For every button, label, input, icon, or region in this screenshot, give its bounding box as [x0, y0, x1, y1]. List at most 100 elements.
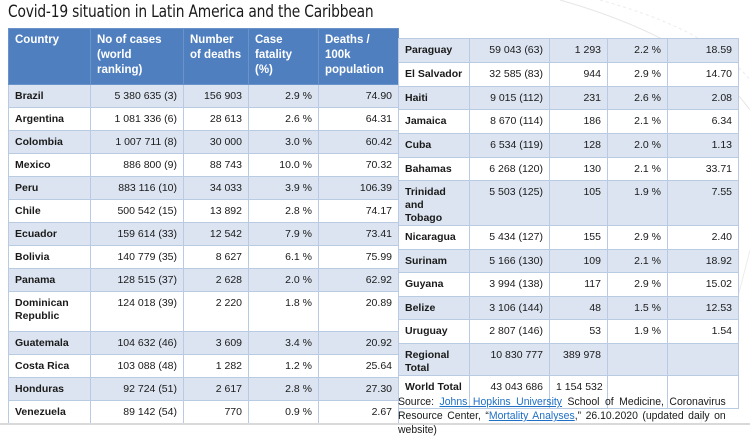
per100k-cell: 27.30	[318, 377, 399, 401]
fatality-cell: 2.9 %	[607, 62, 668, 87]
table-row: Brazil 5 380 635 (3) 156 903 2.9 % 74.90	[8, 84, 399, 108]
covid-table-left: Country No of cases (world ranking) Numb…	[8, 28, 399, 424]
cases-cell: 3 106 (144)	[469, 296, 550, 320]
deaths-cell: 12 542	[183, 222, 249, 246]
deaths-cell: 2 220	[183, 291, 249, 332]
deaths-cell: 231	[549, 86, 608, 110]
country-cell: Chile	[8, 199, 91, 223]
table-row: Bolivia 140 779 (35) 8 627 6.1 % 75.99	[8, 245, 399, 269]
johns-hopkins-link[interactable]: Johns Hopkins University	[439, 396, 563, 408]
table-row: Venezuela 89 142 (54) 770 0.9 % 2.67	[8, 400, 399, 424]
per100k-cell: 14.70	[667, 62, 739, 87]
fatality-cell: 2.1 %	[607, 157, 668, 181]
covid-table-right: Paraguay 59 043 (63) 1 293 2.2 % 18.59 El Sal…	[398, 38, 739, 409]
deaths-cell: 389 978	[549, 343, 608, 376]
per100k-cell	[667, 375, 739, 409]
mortality-analyses-link[interactable]: Mortality Analyses	[488, 410, 575, 422]
cases-cell: 500 542 (15)	[90, 199, 184, 223]
table-row: Colombia 1 007 711 (8) 30 000 3.0 % 60.42	[8, 130, 399, 154]
country-cell: Venezuela	[8, 400, 91, 424]
fatality-cell: 2.8 %	[248, 377, 319, 401]
per100k-cell: 20.89	[318, 291, 399, 332]
table-row: Mexico 886 800 (9) 88 743 10.0 % 70.32	[8, 153, 399, 177]
deaths-cell: 1 282	[183, 354, 249, 378]
cases-cell: 9 015 (112)	[469, 86, 550, 110]
cases-cell: 6 268 (120)	[469, 157, 550, 181]
fatality-cell: 2.1 %	[607, 109, 668, 134]
table-row: Trinidad and Tobago 5 503 (125) 105 1.9 % 7.…	[398, 180, 739, 226]
table-row: Jamaica 8 670 (114) 186 2.1 % 6.34	[398, 109, 739, 134]
per100k-cell: 74.90	[318, 84, 399, 108]
fatality-cell: 2.0 %	[607, 133, 668, 158]
fatality-cell: 10.0 %	[248, 153, 319, 177]
cases-cell: 2 807 (146)	[469, 319, 550, 344]
country-cell: Guatemala	[8, 331, 91, 355]
deaths-cell: 88 743	[183, 153, 249, 177]
per100k-cell: 7.55	[667, 180, 739, 226]
fatality-cell: 2.6 %	[248, 107, 319, 131]
cases-cell: 6 534 (119)	[469, 133, 550, 158]
per100k-cell: 18.59	[667, 38, 739, 63]
cases-cell: 5 166 (130)	[469, 249, 550, 273]
fatality-cell: 1.9 %	[607, 319, 668, 344]
per100k-cell: 60.42	[318, 130, 399, 154]
country-cell: El Salvador	[398, 62, 470, 87]
fatality-cell	[607, 375, 668, 409]
cases-cell: 1 007 711 (8)	[90, 130, 184, 154]
fatality-cell: 2.2 %	[607, 38, 668, 63]
per100k-cell	[667, 343, 739, 376]
deaths-cell: 53	[549, 319, 608, 344]
source-middle: School of Medicine, Coronavirus Resource…	[398, 396, 726, 422]
fatality-cell	[607, 343, 668, 376]
deaths-cell: 28 613	[183, 107, 249, 131]
bottom-divider	[0, 423, 750, 425]
cases-cell: 140 779 (35)	[90, 245, 184, 269]
fatality-cell: 3.9 %	[248, 176, 319, 200]
table-row: Guatemala 104 632 (46) 3 609 3.4 % 20.92	[8, 331, 399, 355]
deaths-cell: 48	[549, 296, 608, 320]
country-cell: Peru	[8, 176, 91, 200]
deaths-cell: 1 293	[549, 38, 608, 63]
per100k-cell: 15.02	[667, 272, 739, 297]
fatality-cell: 6.1 %	[248, 245, 319, 269]
per100k-cell: 2.40	[667, 225, 739, 250]
cases-cell: 5 503 (125)	[469, 180, 550, 226]
table-row: El Salvador 32 585 (83) 944 2.9 % 14.70	[398, 62, 739, 87]
deaths-cell: 13 892	[183, 199, 249, 223]
table-row: World Total 43 043 686 1 154 532	[398, 375, 739, 409]
country-cell: Regional Total	[398, 343, 470, 376]
column-header-deaths: Number of deaths	[183, 28, 249, 85]
column-header-per100k: Deaths / 100k population	[318, 28, 399, 85]
country-cell: Ecuador	[8, 222, 91, 246]
cases-cell: 1 081 336 (6)	[90, 107, 184, 131]
cases-cell: 5 380 635 (3)	[90, 84, 184, 108]
table-row: Costa Rica 103 088 (48) 1 282 1.2 % 25.64	[8, 354, 399, 378]
cases-cell: 92 724 (51)	[90, 377, 184, 401]
cases-cell: 8 670 (114)	[469, 109, 550, 134]
deaths-cell: 2 628	[183, 268, 249, 292]
country-cell: Cuba	[398, 133, 470, 158]
source-prefix: Source:	[398, 396, 440, 408]
table-row: Peru 883 116 (10) 34 033 3.9 % 106.39	[8, 176, 399, 200]
table-row: Surinam 5 166 (130) 109 2.1 % 18.92	[398, 249, 739, 273]
table-row: Chile 500 542 (15) 13 892 2.8 % 74.17	[8, 199, 399, 223]
table-row: Ecuador 159 614 (33) 12 542 7.9 % 73.41	[8, 222, 399, 246]
fatality-cell: 2.6 %	[607, 86, 668, 110]
table-row: Panama 128 515 (37) 2 628 2.0 % 62.92	[8, 268, 399, 292]
fatality-cell: 2.1 %	[607, 249, 668, 273]
country-cell: Belize	[398, 296, 470, 320]
per100k-cell: 20.92	[318, 331, 399, 355]
country-cell: Paraguay	[398, 38, 470, 63]
fatality-cell: 0.9 %	[248, 400, 319, 424]
table-row: Nicaragua 5 434 (127) 155 2.9 % 2.40	[398, 225, 739, 250]
country-cell: Bolivia	[8, 245, 91, 269]
table-header-row: Country No of cases (world ranking) Numb…	[8, 28, 399, 85]
table-row: Uruguay 2 807 (146) 53 1.9 % 1.54	[398, 319, 739, 344]
per100k-cell: 106.39	[318, 176, 399, 200]
country-cell: Mexico	[8, 153, 91, 177]
fatality-cell: 1.9 %	[607, 180, 668, 226]
cases-cell: 159 614 (33)	[90, 222, 184, 246]
cases-cell: 886 800 (9)	[90, 153, 184, 177]
country-cell: Costa Rica	[8, 354, 91, 378]
cases-cell: 3 994 (138)	[469, 272, 550, 297]
